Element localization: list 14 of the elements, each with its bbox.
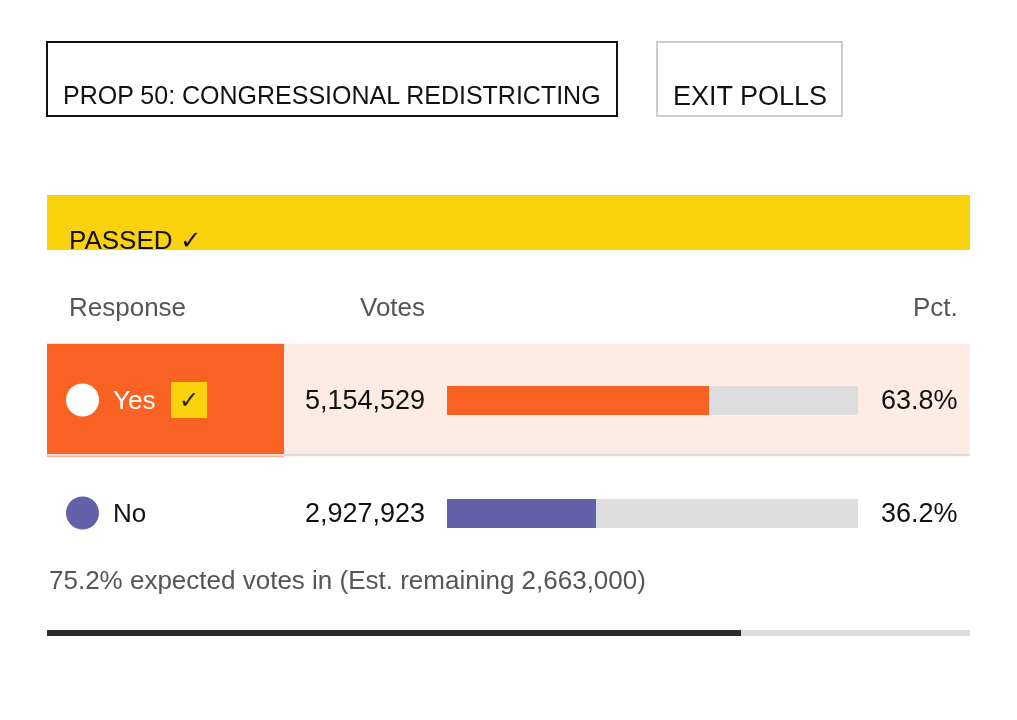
text: PASSED ✓ [69,225,202,255]
x-axis-title: Votes [360,292,426,322]
text: EXIT POLLS [673,81,828,111]
text: ✓ [179,386,200,414]
text: PROP 50: CONGRESSIONAL REDISTRICTING [63,81,601,109]
text: 5,154,529 [305,385,426,415]
y2-axis-title: Pct. [913,292,958,322]
data-label: 63.8% [881,385,958,415]
data-label: 36.2% [881,498,958,528]
y-axis-title: Response [69,292,187,322]
chart-title: 75.2% expected votes in (Est. remaining 2,663,000) [49,565,646,595]
y-tick-label: Yes [113,385,156,415]
y-tick-label: No [113,498,147,528]
text: 2,927,923 [305,498,426,528]
